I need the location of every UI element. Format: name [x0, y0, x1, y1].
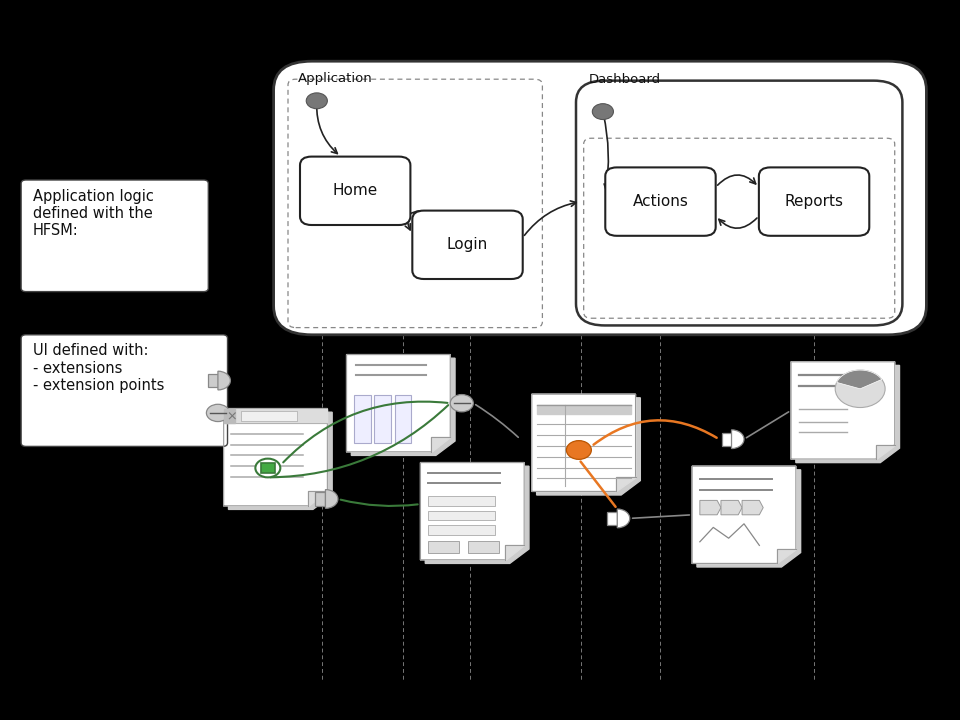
- Wedge shape: [732, 430, 744, 449]
- Wedge shape: [617, 509, 630, 528]
- Polygon shape: [505, 546, 524, 560]
- FancyBboxPatch shape: [605, 168, 715, 236]
- FancyBboxPatch shape: [274, 61, 926, 335]
- Polygon shape: [721, 500, 742, 515]
- Circle shape: [566, 441, 591, 459]
- Polygon shape: [692, 467, 796, 563]
- FancyBboxPatch shape: [576, 81, 902, 325]
- Bar: [316, 492, 325, 505]
- Bar: [428, 497, 495, 506]
- Polygon shape: [876, 444, 895, 459]
- Polygon shape: [791, 362, 895, 459]
- Polygon shape: [420, 463, 524, 560]
- Wedge shape: [325, 490, 338, 508]
- Polygon shape: [425, 467, 529, 563]
- Bar: [395, 395, 411, 444]
- Bar: [428, 541, 459, 553]
- FancyBboxPatch shape: [21, 180, 208, 292]
- FancyBboxPatch shape: [21, 335, 228, 446]
- Polygon shape: [537, 405, 631, 415]
- Bar: [468, 541, 499, 553]
- Bar: [261, 463, 275, 473]
- Polygon shape: [777, 549, 796, 563]
- Polygon shape: [224, 409, 327, 506]
- Text: Application: Application: [298, 72, 372, 85]
- Polygon shape: [228, 412, 332, 510]
- Circle shape: [306, 93, 327, 109]
- FancyBboxPatch shape: [413, 211, 522, 279]
- Text: Dashboard: Dashboard: [588, 73, 660, 86]
- Bar: [428, 526, 495, 534]
- Polygon shape: [224, 409, 327, 423]
- Circle shape: [206, 405, 229, 422]
- Wedge shape: [837, 370, 882, 389]
- Bar: [722, 433, 732, 446]
- Text: Login: Login: [447, 238, 488, 252]
- Polygon shape: [431, 438, 450, 452]
- Polygon shape: [742, 500, 763, 515]
- Bar: [208, 374, 218, 387]
- FancyBboxPatch shape: [300, 157, 411, 225]
- Polygon shape: [616, 477, 636, 492]
- Bar: [354, 395, 371, 444]
- Polygon shape: [796, 366, 900, 463]
- Circle shape: [592, 104, 613, 120]
- Polygon shape: [700, 500, 721, 515]
- Polygon shape: [347, 355, 450, 452]
- Polygon shape: [537, 398, 640, 495]
- Bar: [608, 512, 617, 525]
- Text: Reports: Reports: [784, 194, 844, 209]
- Polygon shape: [351, 358, 455, 456]
- Bar: [241, 412, 297, 421]
- Polygon shape: [308, 492, 327, 506]
- Bar: [428, 511, 495, 520]
- Polygon shape: [224, 409, 235, 423]
- Text: Actions: Actions: [633, 194, 688, 209]
- Text: Application logic
defined with the
HFSM:: Application logic defined with the HFSM:: [33, 189, 154, 238]
- Circle shape: [255, 459, 280, 477]
- Polygon shape: [532, 395, 636, 492]
- Bar: [374, 395, 391, 444]
- Text: UI defined with:
- extensions
- extension points: UI defined with: - extensions - extensio…: [33, 343, 164, 393]
- FancyBboxPatch shape: [758, 168, 870, 236]
- Text: Home: Home: [332, 184, 378, 198]
- Circle shape: [835, 370, 885, 408]
- Circle shape: [450, 395, 473, 412]
- Polygon shape: [697, 470, 801, 567]
- Wedge shape: [218, 372, 230, 390]
